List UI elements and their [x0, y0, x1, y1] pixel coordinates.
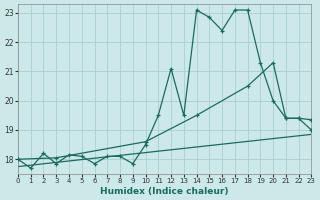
X-axis label: Humidex (Indice chaleur): Humidex (Indice chaleur) — [100, 187, 229, 196]
